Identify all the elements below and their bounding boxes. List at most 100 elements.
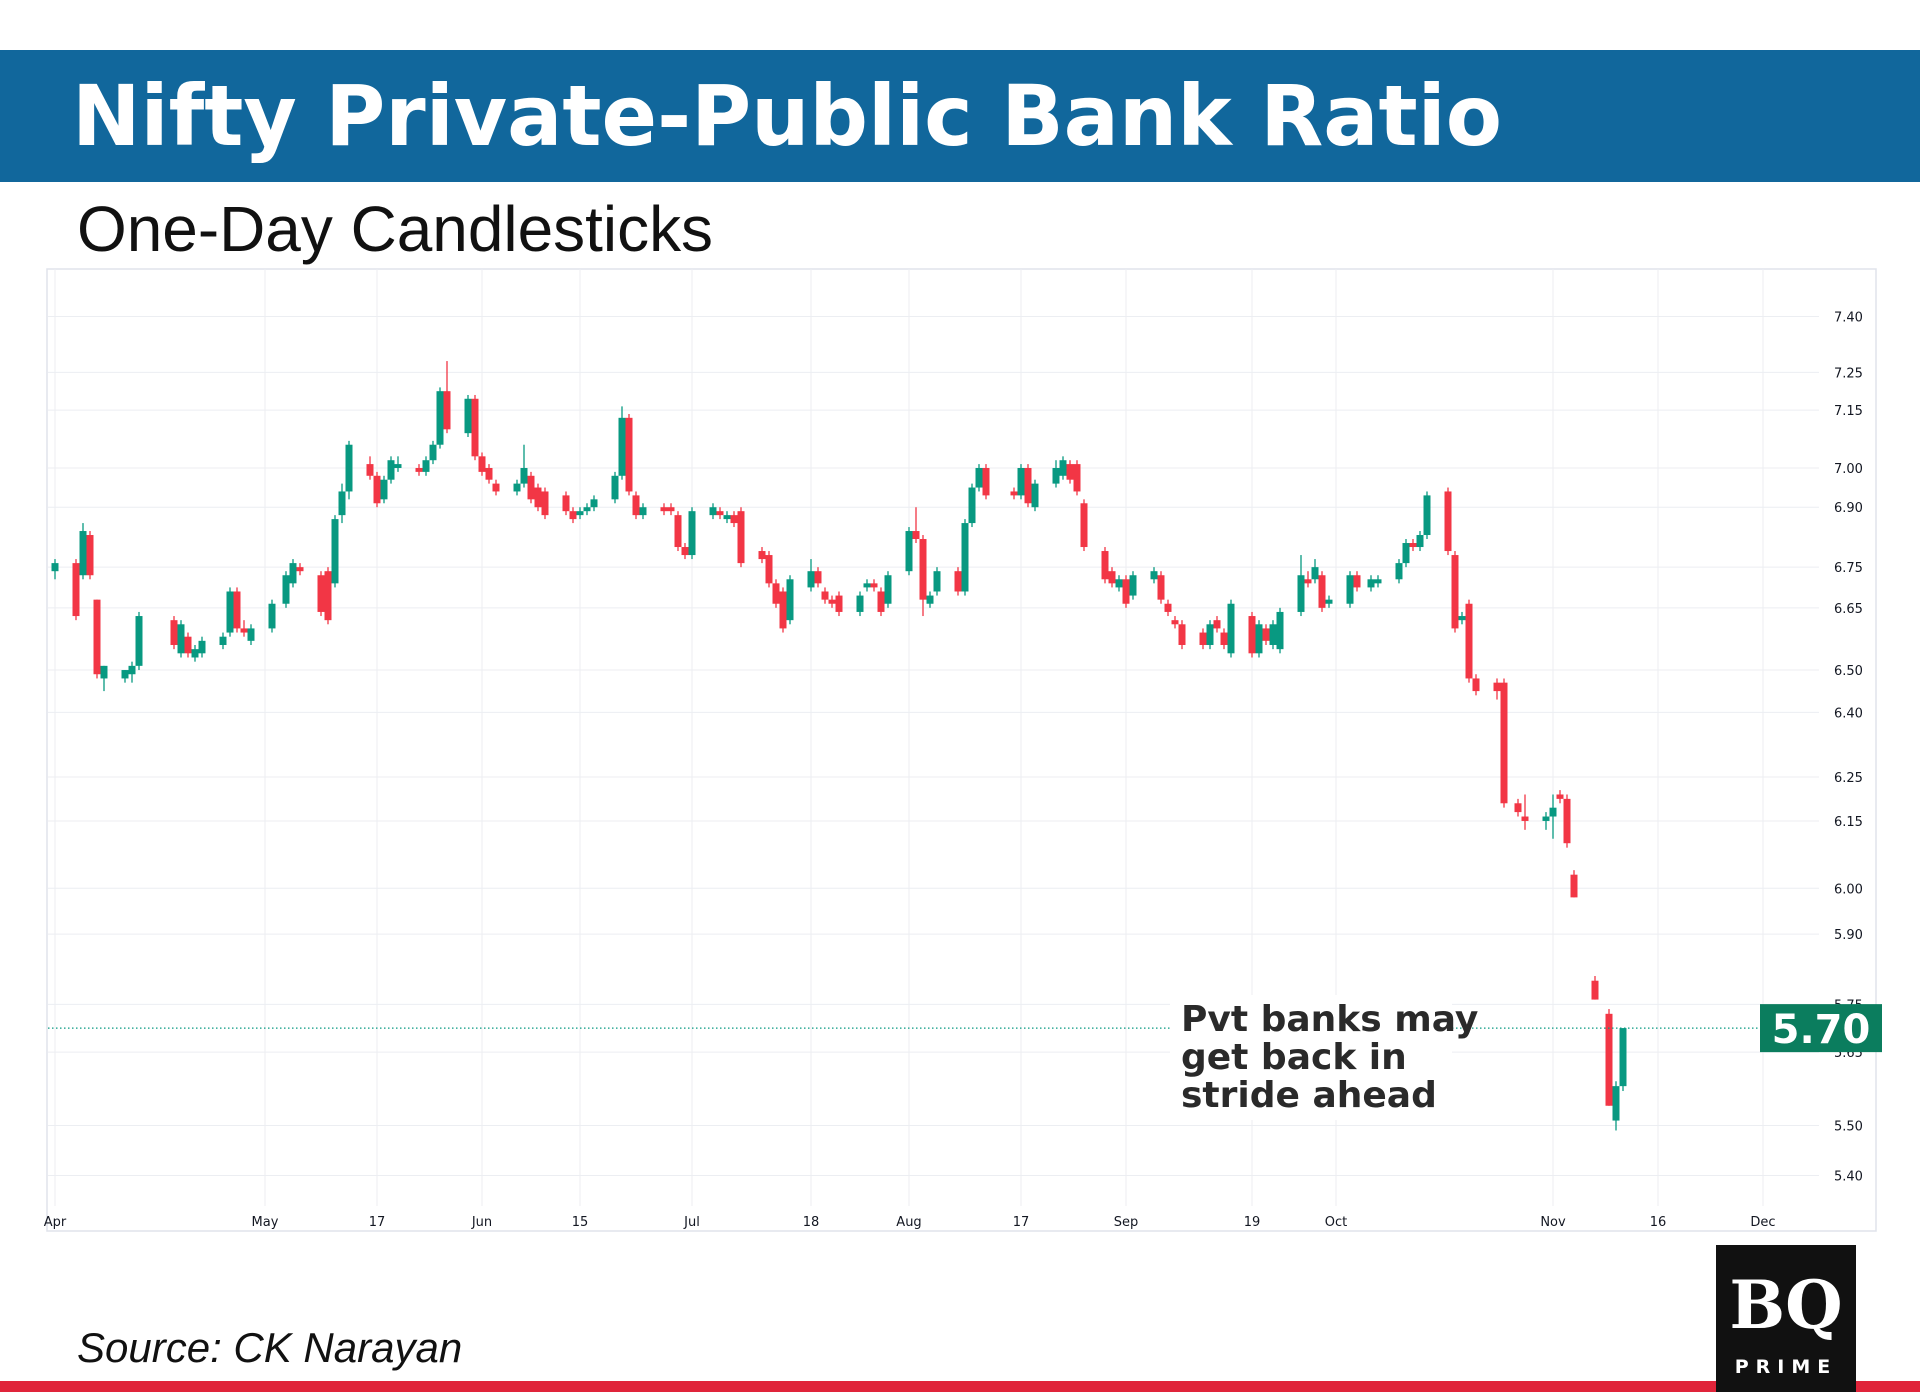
candle-body: [660, 507, 668, 512]
candle-body: [86, 535, 94, 576]
candle-body: [562, 495, 570, 512]
candle-body: [268, 603, 276, 629]
x-tick-label: Nov: [1540, 1215, 1566, 1230]
x-tick-label: Aug: [896, 1215, 921, 1230]
candle-body: [590, 499, 598, 508]
candle-body: [926, 595, 934, 604]
candle-body: [1269, 624, 1277, 645]
candle-body: [394, 464, 402, 468]
candle-body: [1066, 464, 1074, 480]
candle-body: [177, 624, 185, 654]
candle-body: [772, 583, 780, 604]
candle-body: [1409, 543, 1417, 548]
candle-body: [93, 599, 101, 675]
candle-body: [1353, 575, 1361, 588]
candle-body: [380, 479, 388, 500]
x-tick-label: 19: [1244, 1215, 1261, 1230]
candle-body: [1514, 803, 1522, 813]
x-tick-label: 15: [572, 1215, 589, 1230]
candle-body: [1325, 599, 1333, 604]
candle-body: [520, 467, 528, 484]
candle-body: [1227, 603, 1235, 654]
candle-body: [1346, 575, 1354, 604]
footer-bar: [0, 1381, 1920, 1392]
candle-body: [1157, 575, 1165, 600]
candle-body: [191, 649, 199, 658]
candle-body: [667, 507, 675, 512]
x-tick-label: 18: [803, 1215, 820, 1230]
x-tick-label: May: [252, 1215, 279, 1230]
candle-body: [233, 591, 241, 629]
candle-body: [184, 636, 192, 654]
candle-body: [975, 467, 983, 488]
candle-body: [198, 640, 206, 654]
candle-body: [1206, 624, 1214, 645]
candle-body: [282, 575, 290, 604]
chart-subtitle: One-Day Candlesticks: [77, 193, 713, 265]
candle-body: [1129, 575, 1137, 596]
candles: [51, 361, 1627, 1131]
candle-body: [338, 491, 346, 516]
candle-body: [786, 579, 794, 621]
source-note: Source: CK Narayan: [77, 1324, 462, 1371]
candle-body: [541, 491, 549, 516]
candle-body: [135, 616, 143, 666]
candle-body: [534, 487, 542, 508]
candle-body: [226, 591, 234, 633]
candle-body: [884, 575, 892, 604]
x-tick-label: Sep: [1114, 1215, 1139, 1230]
candle-body: [1150, 571, 1158, 580]
x-tick-label: Apr: [44, 1215, 67, 1230]
y-tick-label: 6.25: [1834, 771, 1863, 786]
x-tick-label: Dec: [1750, 1215, 1775, 1230]
candle-body: [1297, 575, 1305, 612]
x-tick-label: 17: [1013, 1215, 1030, 1230]
y-tick-label: 5.90: [1834, 928, 1863, 943]
candle-body: [1213, 620, 1221, 629]
candle-body: [366, 464, 374, 476]
candle-body: [1605, 1013, 1613, 1106]
y-tick-label: 6.40: [1834, 706, 1863, 721]
candle-body: [1311, 567, 1319, 580]
candle-body: [121, 670, 129, 679]
y-tick-label: 6.90: [1834, 501, 1863, 516]
candle-body: [569, 511, 577, 520]
candle-body: [373, 475, 381, 504]
candle-body: [1472, 678, 1480, 692]
candle-body: [1402, 543, 1410, 564]
logo-box: [1716, 1245, 1856, 1392]
candle-body: [1458, 616, 1466, 621]
candle-body: [688, 511, 696, 556]
candle-body: [331, 519, 339, 584]
candle-body: [1563, 798, 1571, 844]
candle-body: [387, 460, 395, 480]
candle-body: [128, 665, 136, 675]
candle-body: [821, 591, 829, 600]
x-tick-label: 17: [369, 1215, 386, 1230]
candle-body: [618, 417, 626, 476]
candle-body: [429, 444, 437, 461]
candle-body: [968, 487, 976, 524]
candle-body: [478, 456, 486, 472]
candle-body: [1262, 628, 1270, 641]
candle-body: [765, 555, 773, 584]
candle-body: [1220, 632, 1228, 645]
candle-body: [1318, 575, 1326, 608]
last-price-badge: [1760, 1004, 1882, 1053]
candle-body: [863, 583, 871, 588]
candle-body: [779, 591, 787, 629]
last-price-label: 5.70: [1772, 1007, 1871, 1053]
candle-body: [1444, 491, 1452, 552]
candle-body: [1101, 551, 1109, 580]
plot-frame: [46, 268, 1877, 1232]
y-tick-label: 6.15: [1834, 815, 1863, 830]
candle-body: [471, 398, 479, 457]
candle-body: [1493, 682, 1501, 692]
candle-body: [72, 563, 80, 617]
candle-body: [639, 507, 647, 516]
title-band: [0, 50, 1920, 182]
candle-body: [1031, 483, 1039, 508]
y-tick-label: 7.00: [1834, 462, 1863, 477]
candle-body: [919, 539, 927, 600]
